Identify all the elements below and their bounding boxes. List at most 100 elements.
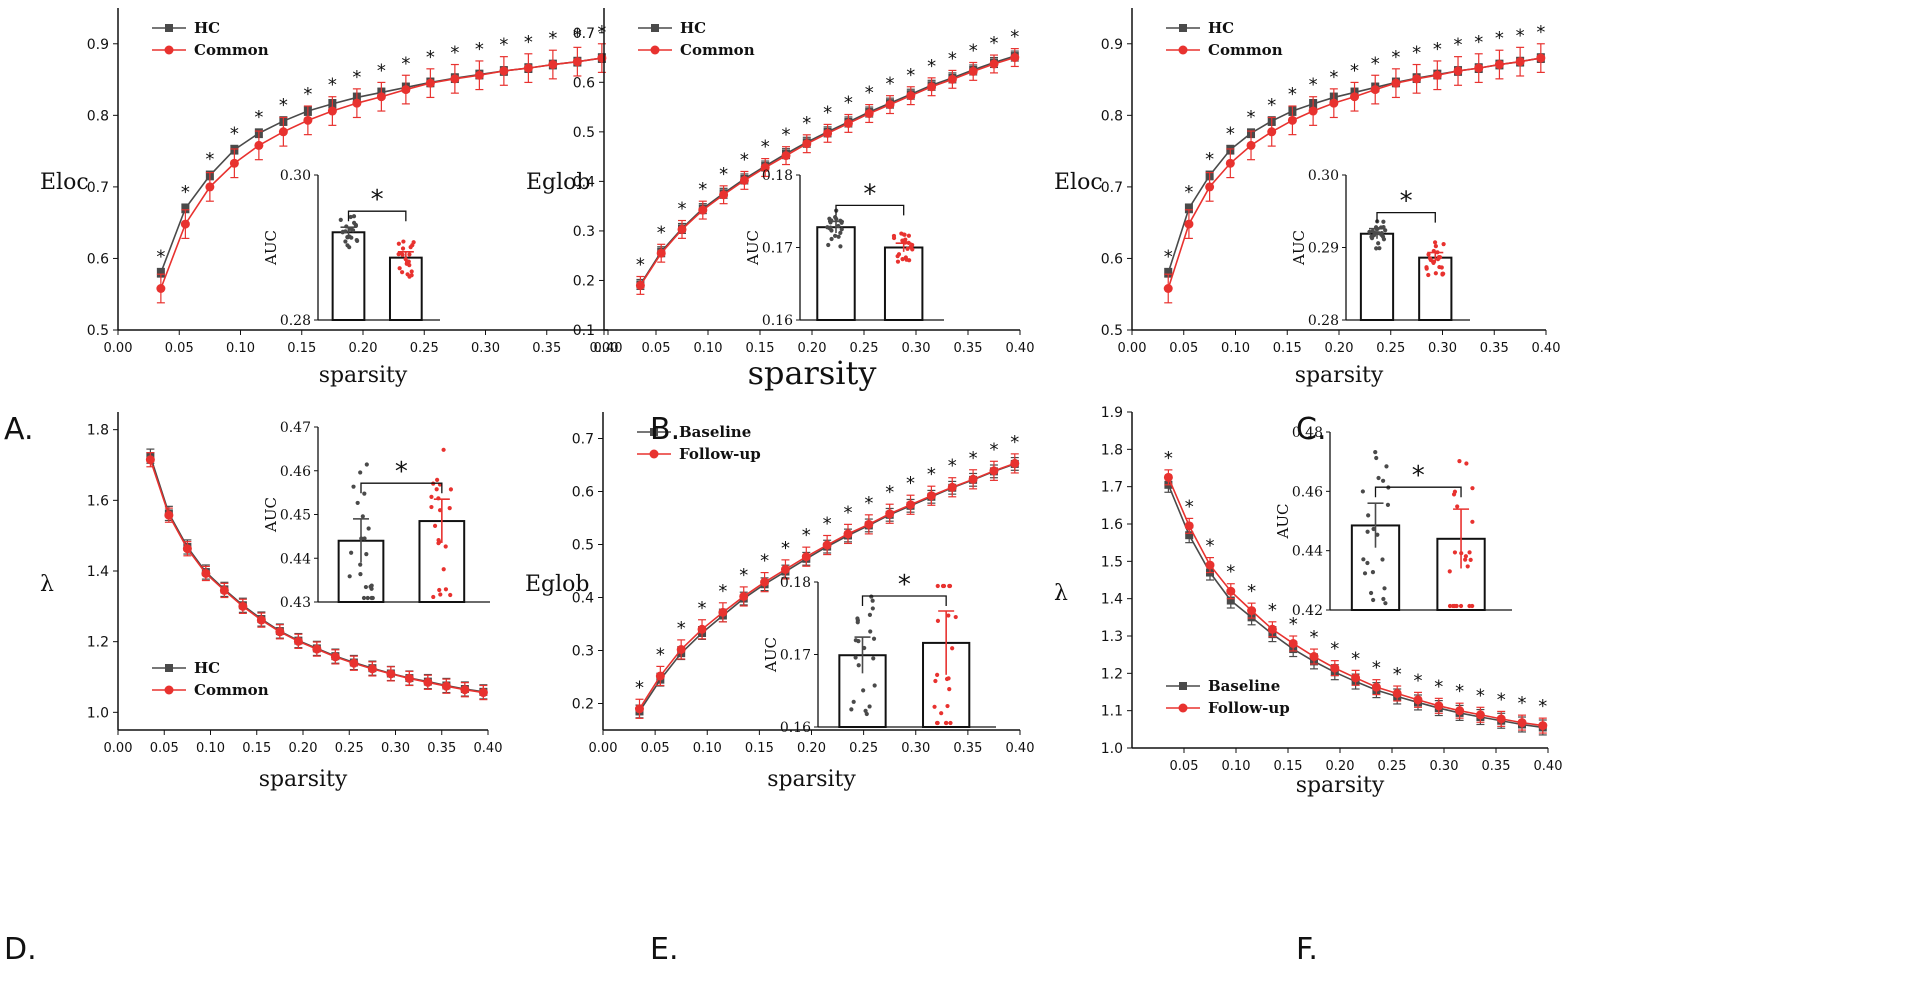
panel-a-data-point-circle: [180, 219, 190, 229]
panel-d-inset-subject-dot: [437, 508, 443, 513]
panel-e-inset-subject-dot: [867, 612, 873, 617]
panel-b-inset-subject-dot: [909, 245, 914, 250]
panel-c-inset-y-label: AUC: [1290, 230, 1308, 266]
panel-e-significance-star: *: [927, 464, 936, 485]
panel-c-inset-subject-dot: [1440, 271, 1445, 276]
panel-a-significance-star: *: [548, 28, 557, 49]
panel-d-y-tick-label: 1.0: [87, 705, 109, 721]
panel-f-inset-subject-dot: [1463, 557, 1468, 562]
panel-d-inset-subject-dot: [368, 584, 373, 589]
panel-d-data-point-circle: [182, 544, 192, 554]
panel-b-legend-marker: [650, 45, 660, 55]
panel-a-inset-subject-dot: [340, 229, 346, 234]
panel-c-legend-label: Common: [1208, 41, 1283, 59]
panel-b-inset-subject-dot: [902, 232, 907, 237]
panel-f-y-tick-label: 1.1: [1101, 704, 1123, 720]
panel-a-y-tick-label: 0.5: [87, 323, 109, 339]
panel-label-d: D.: [4, 932, 37, 967]
panel-a-data-point-circle: [205, 182, 215, 192]
panel-f-inset-subject-dot: [1470, 486, 1475, 491]
panel-label-f: F.: [1296, 932, 1318, 967]
panel-b-significance-star: *: [969, 40, 978, 61]
panel-b-significance-star: *: [657, 222, 666, 243]
panel-d-inset-subject-dot: [435, 477, 440, 482]
panel-d-inset-subject-dot: [365, 595, 370, 601]
panel-b-x-label: sparsity: [748, 354, 877, 392]
panel-f-y-tick-label: 1.8: [1101, 442, 1123, 458]
panel-c-data-point-circle: [1474, 63, 1484, 73]
panel-d-data-point-circle: [349, 658, 359, 668]
panel-b-significance-star: *: [698, 179, 707, 200]
panel-f-significance-star: *: [1372, 658, 1381, 679]
panel-d-inset-subject-dot: [436, 496, 441, 501]
panel-d-inset-subject-dot: [434, 487, 439, 492]
panel-c-inset-subject-dot: [1374, 246, 1379, 251]
panel-d-data-point-circle: [145, 455, 155, 465]
panel-a-y-tick-label: 0.7: [87, 180, 109, 196]
panel-a-inset-subject-dot: [401, 239, 406, 244]
panel-e-significance-star: *: [989, 439, 998, 460]
panel-a-inset-significance-bracket: [347, 210, 407, 222]
panel-e-legend-label: Baseline: [679, 423, 751, 441]
panel-c-y-tick-label: 0.7: [1101, 180, 1123, 196]
panel-a-legend-marker: [165, 24, 173, 32]
panel-e-legend-marker: [650, 428, 658, 436]
panel-f-inset-subject-dot: [1465, 564, 1470, 569]
panel-d-inset-y-tick-label: 0.44: [280, 551, 311, 567]
panel-a-inset-subject-dot: [396, 241, 401, 246]
panel-label-e: E.: [650, 932, 679, 967]
panel-b-inset-subject-dot: [836, 234, 841, 239]
panel-a-inset-subject-dot: [350, 228, 356, 233]
panel-c-data-point-square: [1164, 268, 1173, 277]
panel-d-inset-subject-dot: [359, 536, 364, 541]
panel-c-significance-star: *: [1309, 75, 1318, 96]
panel-f-data-point-circle: [1309, 652, 1319, 662]
panel-a-inset-subject-dot: [345, 243, 350, 248]
panel-f-x-tick-label: 0.20: [1326, 759, 1355, 774]
panel-a-significance-star: *: [303, 84, 312, 105]
panel-c-x-label: sparsity: [1295, 363, 1384, 388]
panel-e-inset-subject-dot: [855, 620, 860, 625]
panel-f-data-point-circle: [1475, 710, 1485, 720]
panel-b-x-tick-label: 0.20: [798, 341, 827, 356]
panel-f-significance-star: *: [1164, 448, 1173, 469]
panel-d-legend-label: HC: [194, 659, 220, 677]
panel-e-inset-subject-dot: [856, 663, 861, 668]
panel-f-data-point-circle: [1538, 721, 1548, 731]
panel-a-x-tick-label: 0.35: [532, 341, 561, 356]
panel-c-inset-subject-dot: [1431, 260, 1436, 265]
panel-e-data-point-circle: [739, 591, 749, 601]
panel-e-inset-subject-dot: [944, 676, 950, 682]
panel-d-data-point-circle: [367, 664, 377, 674]
panel-e-x-tick-label: 0.05: [641, 741, 670, 756]
panel-f-inset-subject-dot: [1371, 526, 1376, 532]
panel-c-inset-subject-dot: [1432, 240, 1438, 245]
panel-b-significance-star: *: [678, 199, 687, 220]
panel-d-data-point-circle: [201, 568, 211, 578]
panel-f-inset-subject-dot: [1450, 603, 1456, 609]
panel-f-data-point-circle: [1517, 718, 1527, 728]
panel-c-significance-star: *: [1391, 47, 1400, 68]
panel-b-inset-subject-dot: [906, 233, 911, 238]
panel-d-x-tick-label: 0.35: [427, 741, 456, 756]
panel-b-inset-subject-dot: [834, 216, 839, 222]
panel-d-inset-subject-dot: [448, 592, 453, 598]
panel-d-inset-subject-dot: [432, 523, 438, 528]
panel-b-x-tick-label: 0.35: [954, 341, 983, 356]
panel-a-inset-y-label: AUC: [262, 230, 280, 266]
panel-e-inset-significance-bracket: [861, 595, 947, 606]
panel-e-data-point-circle: [780, 564, 790, 574]
panel-f-data-point-circle: [1413, 695, 1423, 705]
panel-e-inset-subject-dot: [851, 699, 856, 704]
panel-a-inset-subject-dot: [349, 235, 354, 240]
panel-f-inset-subject-dot: [1365, 529, 1370, 534]
panel-d-data-point-circle: [478, 688, 488, 698]
panel-e-significance-star: *: [781, 538, 790, 559]
panel-a-x-tick-label: 0.10: [226, 341, 255, 356]
panel-f-inset-subject-dot: [1447, 603, 1453, 609]
panel-a-significance-star: *: [279, 95, 288, 116]
panel-b-data-point-circle: [677, 224, 687, 234]
panel-e-inset-subject-dot: [933, 678, 938, 684]
panel-c-inset-subject-dot: [1433, 271, 1438, 276]
panel-c-significance-star: *: [1205, 149, 1214, 170]
